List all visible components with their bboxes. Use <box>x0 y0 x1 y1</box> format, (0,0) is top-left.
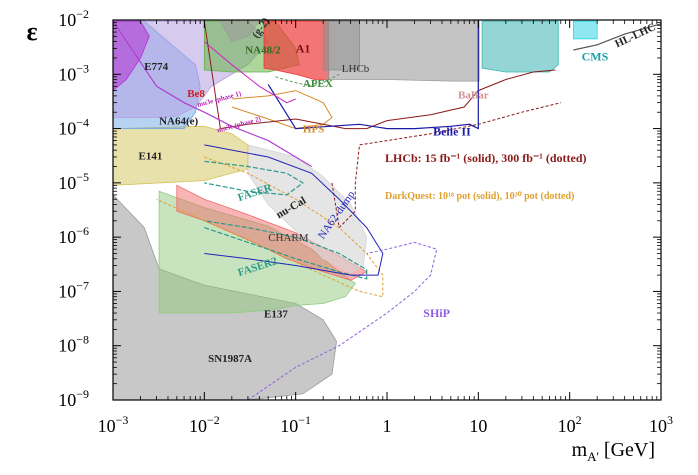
region-nu-cal <box>247 144 368 274</box>
region-lhcb <box>322 20 360 71</box>
label-e137: E137 <box>264 309 288 321</box>
label-na64-e: NA64(e) <box>159 115 198 127</box>
label-sn1987a: SN1987A <box>208 353 252 365</box>
y-tick-label: 10−2 <box>58 7 89 30</box>
curve-hps <box>231 90 333 130</box>
y-tick-label: 10−6 <box>58 224 89 247</box>
curve-lhcb <box>203 21 556 130</box>
x-tick-label: 103 <box>649 413 673 436</box>
label-darkquest-10-pot-solid-10-pot-dotted: DarkQuest: 10¹⁸ pot (solid), 10²⁰ pot (d… <box>385 191 574 202</box>
x-axis-ticks: 10−3 10−2 10−1 1 10 102 103 <box>98 20 673 436</box>
projection-curves <box>113 20 661 400</box>
x-tick-label: 10−1 <box>280 413 311 436</box>
region-cms-2 <box>573 20 598 40</box>
x-tick-label: 10−2 <box>189 413 220 436</box>
label-apex: APEX <box>303 78 333 90</box>
exclusion-regions <box>113 20 598 400</box>
label-babar: BaBar <box>458 89 489 101</box>
region-g-2 <box>219 20 261 43</box>
label-charm: CHARM <box>268 232 309 244</box>
y-axis-label: ε <box>26 17 37 46</box>
label-a1: A1 <box>296 42 311 56</box>
y-tick-label: 10−4 <box>58 116 89 139</box>
region-babar <box>326 20 480 82</box>
curve-faser2 <box>204 220 368 280</box>
curve-lhcb-dotted <box>331 102 561 229</box>
curve-hl-lhc <box>573 23 661 51</box>
y-tick-label: 10−8 <box>58 333 89 356</box>
y-axis-ticks: 10−9 10−8 10−7 10−6 10−5 10−4 10−3 10−2 <box>58 7 661 410</box>
curve-mu3e <box>203 41 296 104</box>
label-e774: E774 <box>144 61 168 73</box>
x-axis-label-sub: A' <box>587 449 599 464</box>
label-be8: Be8 <box>187 88 205 100</box>
label-lhcb: LHCb <box>342 63 370 75</box>
x-tick-label: 10 <box>469 416 487 436</box>
x-tick-label: 10−3 <box>98 413 129 436</box>
curve-belle-ii <box>267 21 479 130</box>
label-mu3e-phase-2: mu3e (phase 2) <box>216 115 262 135</box>
label-e141: E141 <box>139 150 163 162</box>
y-tick-label: 10−7 <box>58 278 89 301</box>
y-tick-label: 10−9 <box>58 387 89 410</box>
y-tick-label: 10−5 <box>58 170 89 193</box>
x-tick-label: 1 <box>383 416 392 436</box>
curve-ship <box>247 241 438 400</box>
label-na48-2: NA48/2 <box>245 45 281 57</box>
curve-faser <box>204 160 304 196</box>
x-axis-label: mA' [GeV] <box>572 439 655 464</box>
x-tick-label: 102 <box>558 413 582 436</box>
label-lhcb-15-fb-solid-300-fb-dotted: LHCb: 15 fb⁻¹ (solid), 300 fb⁻¹ (dotted) <box>385 151 587 165</box>
label-hl-lhc: HL-LHC <box>613 21 657 50</box>
x-axis-label-unit: [GeV] <box>599 439 655 461</box>
label-cms: CMS <box>582 49 609 63</box>
region-e141 <box>113 125 249 186</box>
label-hps: HPS <box>303 123 324 135</box>
region-cms <box>481 20 559 73</box>
curve-na62-dump <box>204 144 384 276</box>
label-belle-ii: Belle II <box>433 124 471 138</box>
curve-belle-purple <box>113 20 313 168</box>
curve-apex <box>275 73 340 87</box>
label-ship: SHiP <box>423 306 450 320</box>
x-axis-label-main: m <box>572 439 588 461</box>
y-tick-label: 10−3 <box>58 61 89 84</box>
